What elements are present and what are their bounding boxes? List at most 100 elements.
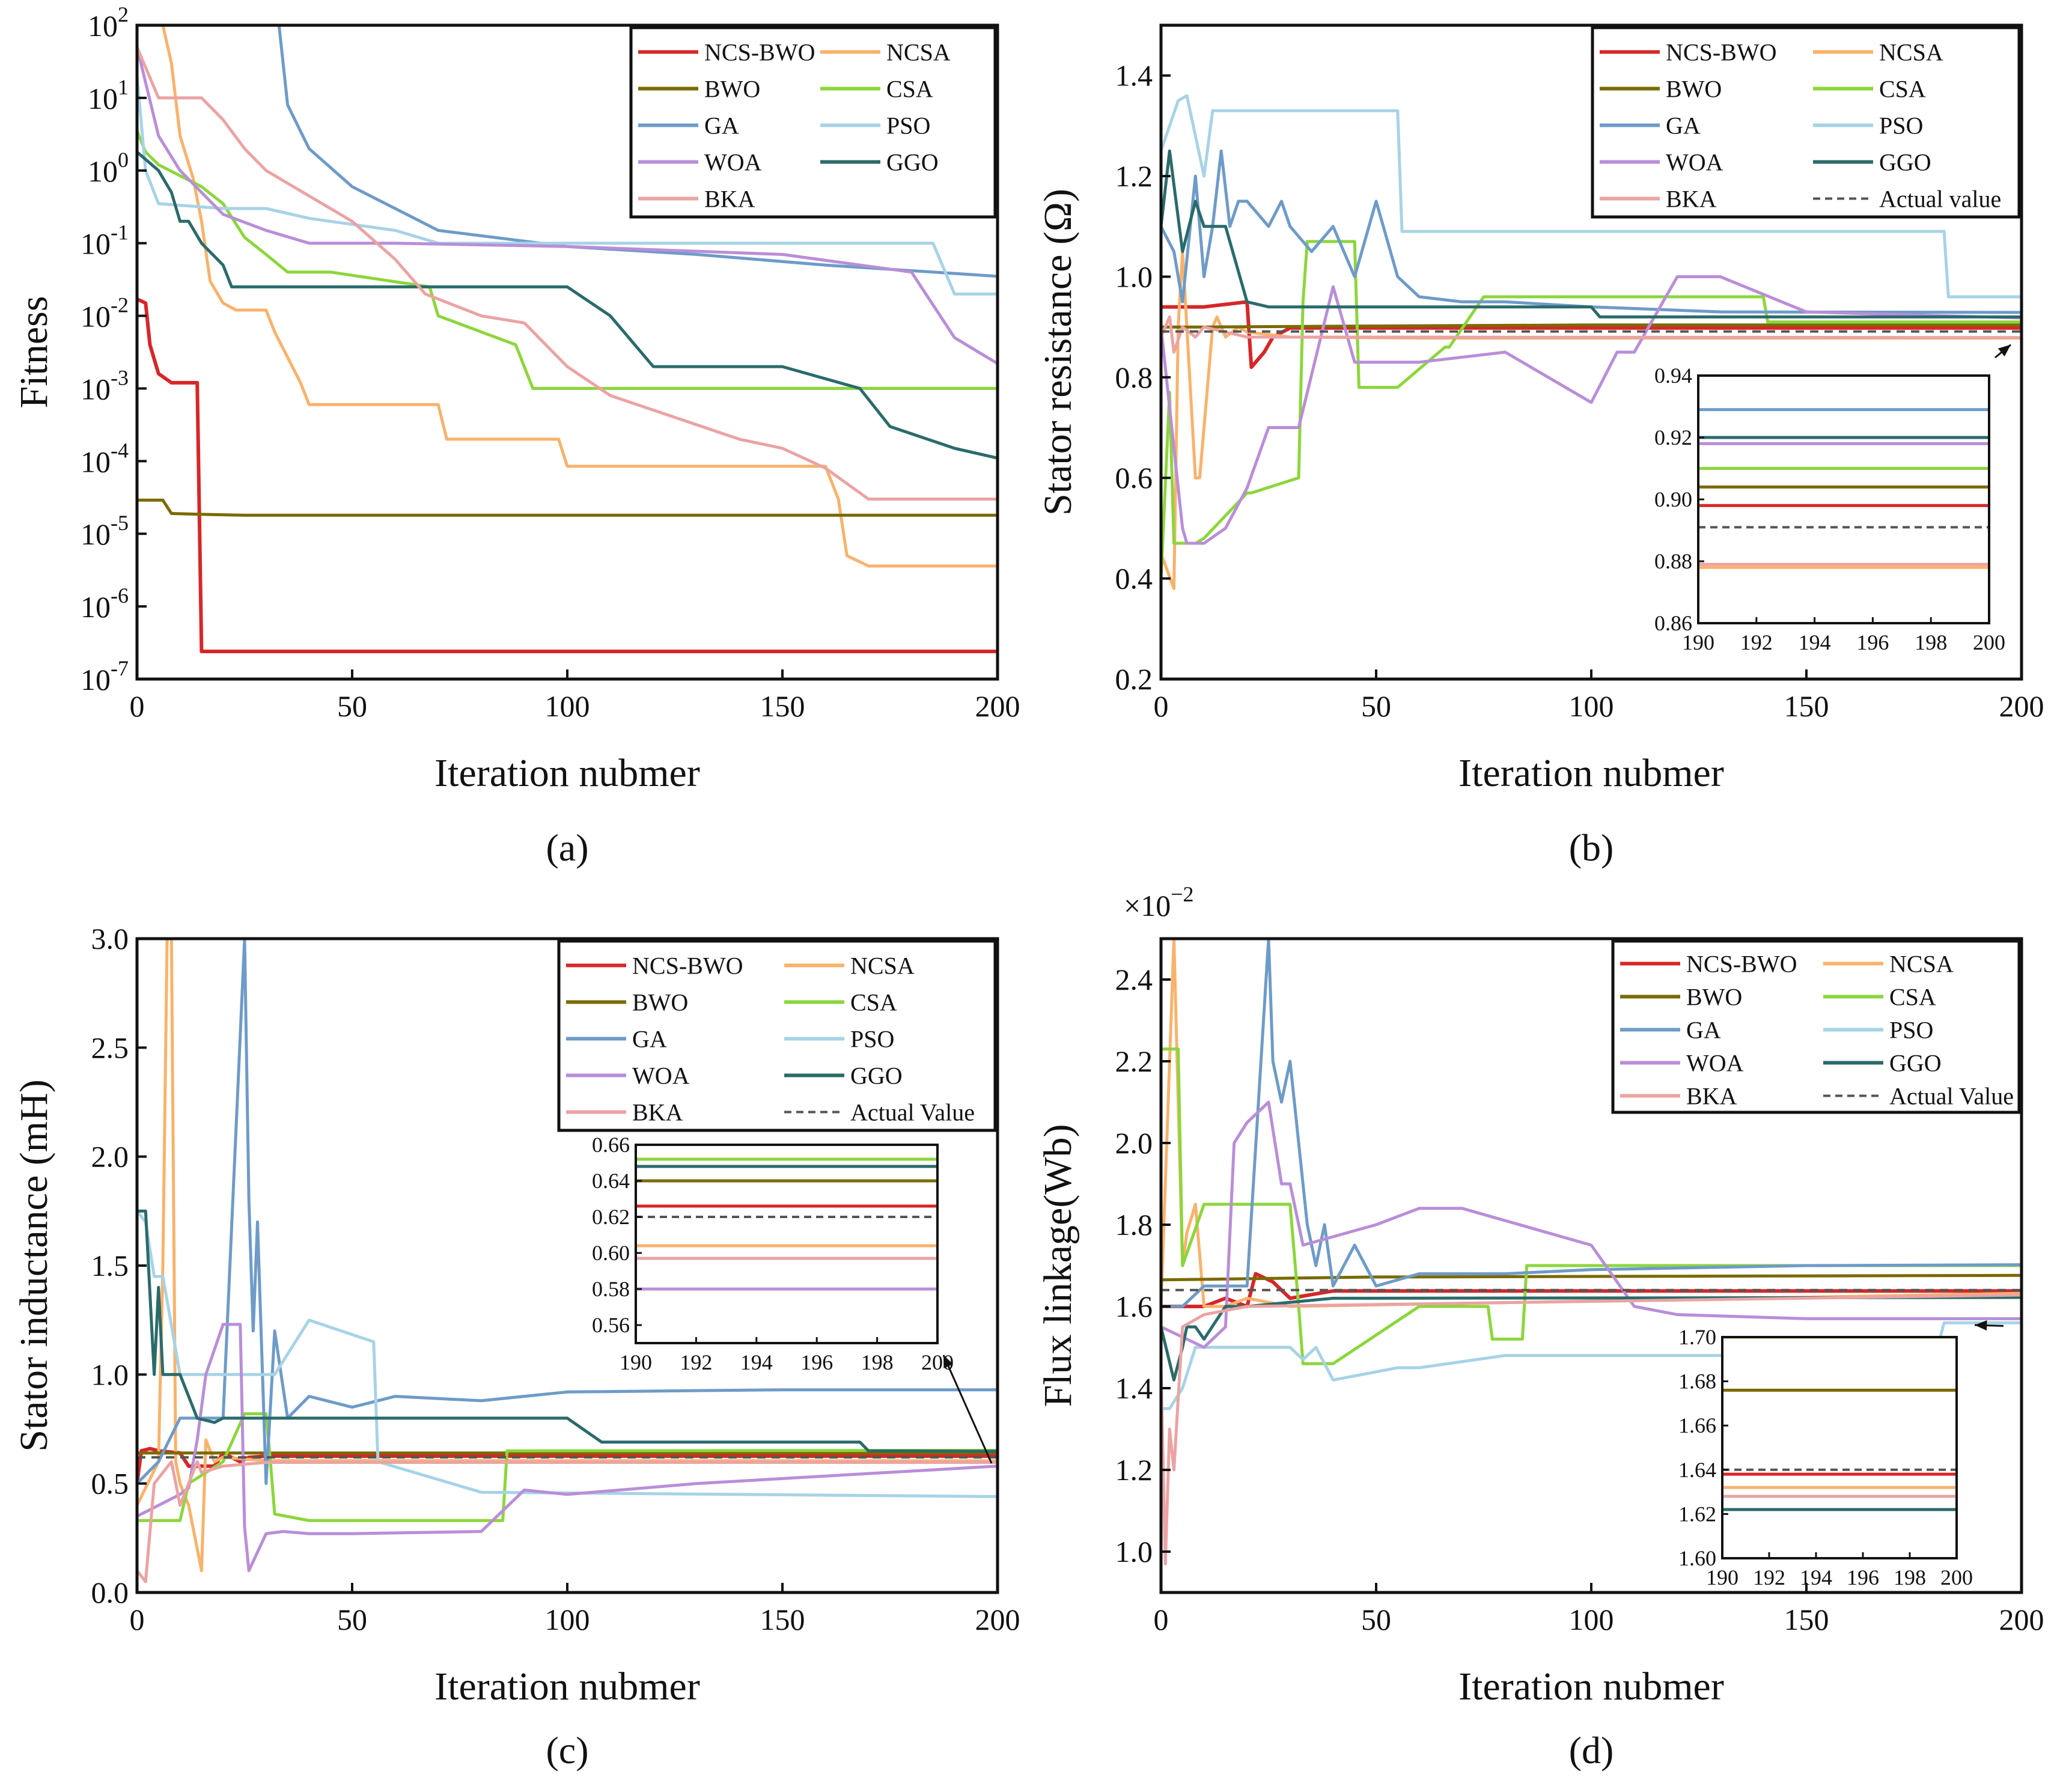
- x-axis-label: Iteration nubmer: [434, 751, 700, 795]
- y-tick-exponent: 1: [118, 75, 129, 99]
- legend: NCS-BWO NCSA BWO CSA GA PSO WOA GGO BKA Actual Va…: [557, 939, 997, 1132]
- series-group: [137, 25, 998, 653]
- panel-caption: (b): [1569, 826, 1614, 869]
- y-tick-exponent: -6: [111, 584, 129, 608]
- y-tick-label: 1.4: [1115, 59, 1153, 93]
- inset-y-tick-label: 1.66: [1678, 1413, 1716, 1437]
- series-group: [137, 939, 998, 1583]
- legend-label: BKA: [632, 1099, 683, 1126]
- legend-label: PSO: [1879, 112, 1923, 139]
- x-tick-label: 200: [975, 689, 1020, 723]
- inset-y-tick-label: 0.88: [1654, 549, 1692, 573]
- x-tick-label: 150: [760, 689, 805, 723]
- inset-frame: [1721, 1336, 1958, 1559]
- y-scale-base: ×10: [1124, 889, 1171, 922]
- legend: NCS-BWO NCSA BWO CSA GA PSO WOA GGO BKA Actual va…: [1591, 26, 2021, 219]
- inset-zoom: 190 192 194 196 198 200 1.60 1.62 1.64 1.66 1.68 1.…: [1678, 1320, 2004, 1589]
- legend-box: [557, 939, 997, 1132]
- legend-label: WOA: [1666, 149, 1723, 176]
- inset-y-tick-label: 1.62: [1678, 1502, 1716, 1526]
- series-line-ncs-bwo: [1161, 300, 2022, 370]
- legend-label: PSO: [886, 112, 930, 139]
- x-tick-label: 0: [1154, 689, 1169, 723]
- series-line-bwo: [1161, 323, 2022, 329]
- y-tick-label: 1.8: [1115, 1208, 1153, 1242]
- y-tick-exponent: -3: [111, 365, 129, 389]
- y-tick-label: 10-1: [81, 221, 129, 261]
- y-tick-label: 2.5: [91, 1031, 129, 1064]
- legend-label: GGO: [1889, 1050, 1942, 1077]
- y-tick-exponent: -1: [111, 221, 129, 245]
- x-tick-label: 50: [1361, 1603, 1391, 1636]
- legend-label: CSA: [1889, 984, 1936, 1011]
- y-tick-label: 1.2: [1115, 1453, 1153, 1487]
- y-tick-base: 10: [81, 372, 111, 406]
- y-tick-label: 1.4: [1115, 1371, 1153, 1405]
- inset-y-tick-label: 1.60: [1678, 1546, 1716, 1570]
- y-tick-label: 0.6: [1115, 461, 1153, 495]
- legend-label: Actual value: [1879, 186, 2001, 213]
- x-tick-label: 0: [130, 689, 145, 723]
- y-scale-multiplier: ×10−2: [1124, 882, 1194, 922]
- x-axis-label: Iteration nubmer: [1458, 751, 1724, 795]
- inset-zoom: 190 192 194 196 198 2000.560.580.600.620.640.…: [592, 1133, 993, 1464]
- legend-label: NCS-BWO: [1666, 39, 1776, 66]
- legend-label: BWO: [1666, 76, 1722, 103]
- series-line-pso: [1161, 94, 2022, 299]
- y-scale-exponent: −2: [1171, 882, 1193, 906]
- y-tick-base: 10: [81, 517, 111, 551]
- legend-label: GGO: [886, 149, 939, 176]
- legend-label: NCS-BWO: [632, 952, 743, 980]
- series-line-woa: [137, 1323, 998, 1573]
- y-tick-label: 2.0: [1115, 1126, 1153, 1160]
- inset-y-tick-label: 0.58: [592, 1277, 630, 1301]
- legend-label: BKA: [1686, 1083, 1737, 1110]
- y-tick-exponent: 0: [118, 148, 129, 172]
- inset-x-tick-label: 196: [1856, 630, 1889, 654]
- y-tick-exponent: -5: [111, 511, 129, 535]
- legend-label: GA: [632, 1026, 667, 1053]
- y-tick-label: 10-3: [81, 365, 129, 406]
- legend-label: NCS-BWO: [704, 39, 815, 66]
- inset-x-tick-label: 196: [1847, 1565, 1879, 1589]
- legend-label: BWO: [704, 76, 760, 103]
- legend-label: PSO: [1889, 1017, 1933, 1044]
- inset-x-tick-label: 194: [1800, 1565, 1832, 1589]
- y-tick-exponent: -4: [111, 438, 129, 462]
- arrow-head-icon: [943, 1355, 954, 1368]
- y-tick-label: 2.0: [91, 1140, 129, 1174]
- y-tick-label: 1.6: [1115, 1290, 1153, 1323]
- legend-label: NCSA: [886, 39, 951, 66]
- y-tick-label: 101: [88, 75, 129, 115]
- inset-series-group: [1698, 408, 1989, 569]
- y-tick-label: 10-6: [81, 584, 129, 624]
- series-line-ga: [137, 939, 998, 1486]
- y-tick-exponent: -7: [111, 656, 129, 680]
- legend-label: CSA: [886, 76, 933, 103]
- inset-x-tick-label: 198: [861, 1350, 894, 1374]
- legend-box: [629, 26, 997, 219]
- inset-y-tick-label: 0.60: [592, 1241, 630, 1265]
- series-line-bka: [137, 1460, 998, 1583]
- x-tick-label: 100: [545, 689, 590, 723]
- inset-x-tick-label: 192: [1740, 630, 1773, 654]
- series-line-ga: [137, 25, 998, 278]
- y-tick-label: 102: [88, 2, 129, 43]
- x-tick-label: 50: [337, 689, 367, 723]
- x-axis-label: Iteration nubmer: [1458, 1665, 1724, 1708]
- legend-label: BKA: [1666, 186, 1717, 213]
- series-line-ggo: [1161, 1296, 2022, 1382]
- x-tick-label: 200: [1999, 689, 2044, 723]
- legend-label: BWO: [1686, 984, 1742, 1011]
- legend-label: PSO: [850, 1026, 894, 1053]
- legend: NCS-BWO NCSA BWO CSA GA PSO WOA GGO BKA: [629, 26, 997, 219]
- y-tick-label: 1.2: [1115, 159, 1153, 193]
- legend-label: CSA: [1879, 76, 1926, 103]
- arrow-head-icon: [1997, 344, 2011, 357]
- x-axis-label: Iteration nubmer: [434, 1665, 700, 1708]
- series-line-ncs-bwo: [137, 297, 998, 653]
- x-tick-label: 0: [130, 1603, 145, 1636]
- chart-a: 0 50 100 150 20010210110010-110-210-310-410-…: [12, 2, 1020, 869]
- inset-y-tick-label: 0.56: [592, 1313, 630, 1337]
- inset-zoom: 190 192 194 196 198 200 0.86 0.88 0.90 0.92 0.94: [1654, 344, 2011, 654]
